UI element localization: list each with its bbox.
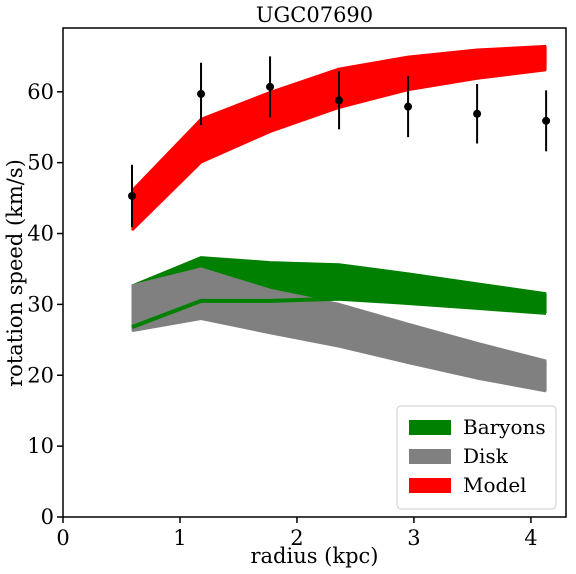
plot-content [128, 44, 551, 393]
y-tick-label: 40 [27, 222, 54, 246]
model-legend-swatch [409, 478, 451, 493]
y-axis-label: rotation speed (km/s) [3, 159, 27, 387]
y-tick-label: 30 [27, 292, 54, 316]
x-tick-label: 4 [524, 526, 537, 550]
data-point [335, 96, 344, 105]
x-tick-label: 3 [407, 526, 420, 550]
data-point [266, 82, 275, 91]
x-axis-label: radius (kpc) [250, 544, 378, 568]
data-point [542, 116, 551, 125]
disk-legend-label: Disk [463, 444, 509, 468]
x-tick-label: 0 [56, 526, 69, 550]
y-tick-label: 10 [27, 434, 54, 458]
disk-lower-line [131, 317, 547, 393]
y-tick-label: 0 [41, 505, 54, 529]
plot-frame [62, 27, 567, 518]
x-tick-label: 1 [173, 526, 186, 550]
baryons-upper-line [131, 256, 547, 296]
y-tick-label: 60 [27, 80, 54, 104]
baryons-lower-edge [131, 296, 547, 329]
data-point [473, 109, 482, 118]
data-point [404, 102, 413, 111]
legend: Baryons Disk Model [396, 405, 557, 510]
chart-title: UGC07690 [256, 3, 373, 27]
data-point [197, 89, 206, 98]
baryons-legend-swatch [409, 420, 451, 435]
model-legend-label: Model [463, 473, 527, 497]
plot-area [128, 44, 551, 393]
x-tick-label: 2 [290, 526, 303, 550]
y-tick-label: 20 [27, 363, 54, 387]
disk-legend-swatch [409, 449, 451, 464]
y-tick-label: 50 [27, 151, 54, 175]
data-point [128, 191, 137, 200]
baryons-legend-label: Baryons [463, 415, 546, 439]
disk-upper-line [131, 267, 547, 363]
